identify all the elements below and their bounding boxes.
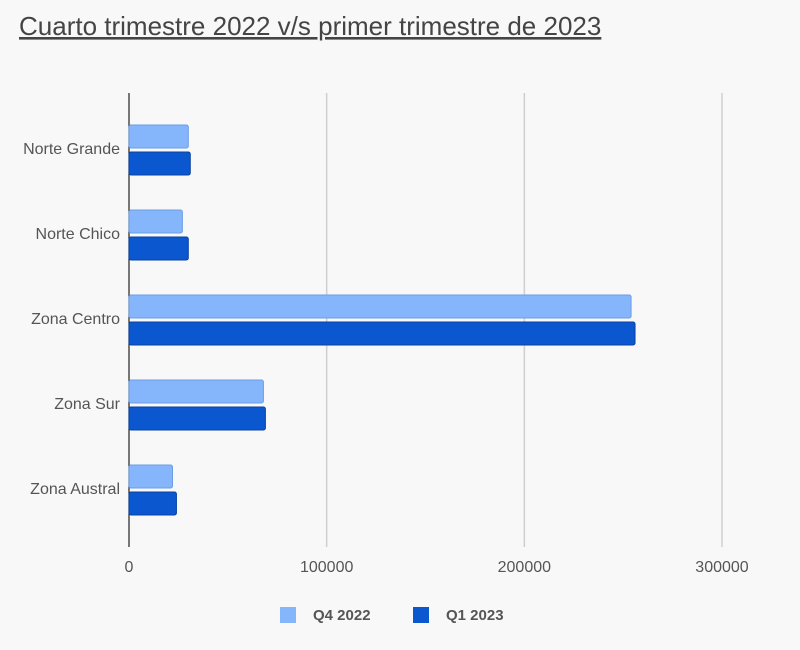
bar <box>128 406 266 431</box>
bar <box>128 464 173 489</box>
x-tick-label: 0 <box>125 559 134 576</box>
legend-swatch <box>413 607 429 623</box>
y-tick-label: Zona Austral <box>30 481 120 498</box>
bar <box>128 151 191 176</box>
bar <box>128 491 177 516</box>
x-tick-label: 200000 <box>498 559 551 576</box>
y-tick-label: Norte Grande <box>23 141 120 158</box>
x-tick-label: 300000 <box>695 559 748 576</box>
bar <box>128 209 183 234</box>
y-tick-label: Zona Sur <box>54 396 120 413</box>
y-tick-label: Zona Centro <box>31 311 120 328</box>
bar <box>128 124 189 149</box>
bar <box>128 236 189 261</box>
legend-label: Q4 2022 <box>313 607 371 624</box>
bar <box>128 294 632 319</box>
y-tick-label: Norte Chico <box>36 226 121 243</box>
legend-swatch <box>280 607 296 623</box>
bar <box>128 379 264 404</box>
legend-label: Q1 2023 <box>446 607 504 624</box>
chart-title: Cuarto trimestre 2022 v/s primer trimest… <box>19 11 601 41</box>
bar <box>128 321 636 346</box>
x-tick-label: 100000 <box>300 559 353 576</box>
